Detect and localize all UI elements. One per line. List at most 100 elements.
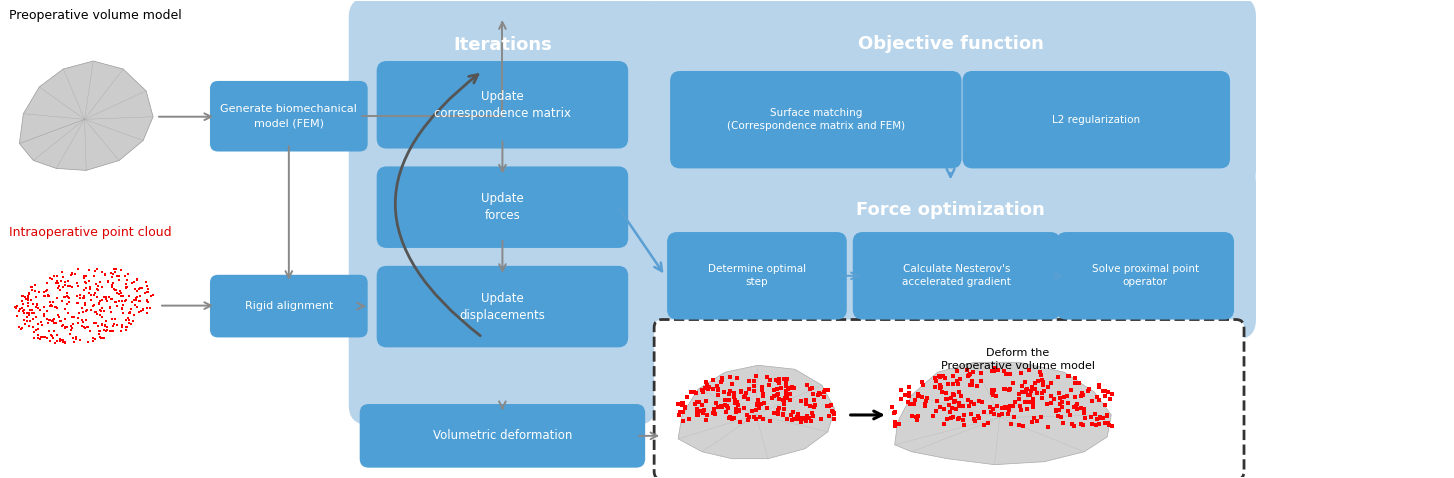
FancyBboxPatch shape	[349, 0, 656, 425]
FancyBboxPatch shape	[359, 404, 646, 467]
Point	[57, 298, 80, 306]
Point	[51, 273, 74, 281]
Text: Solve proximal point
operator: Solve proximal point operator	[1092, 264, 1198, 287]
Point	[49, 297, 73, 304]
Point	[22, 309, 45, 317]
Point	[105, 286, 128, 294]
Point	[96, 277, 119, 284]
Point	[96, 297, 119, 304]
Point	[95, 327, 118, 335]
Point	[135, 296, 158, 304]
Point	[122, 311, 145, 319]
Point	[79, 283, 102, 291]
Point	[20, 306, 44, 314]
Text: Update
displacements: Update displacements	[459, 292, 545, 322]
Point	[70, 322, 93, 330]
Point	[111, 321, 134, 328]
Point	[79, 285, 102, 293]
Point	[22, 334, 45, 342]
Point	[54, 315, 77, 322]
Point	[25, 293, 48, 301]
Point	[113, 316, 137, 324]
FancyBboxPatch shape	[963, 71, 1230, 168]
Point	[63, 313, 86, 321]
Point	[36, 293, 60, 300]
Point	[54, 324, 77, 332]
Point	[32, 313, 55, 320]
Point	[116, 319, 140, 327]
Point	[125, 293, 148, 301]
Point	[115, 326, 138, 334]
Point	[89, 334, 112, 342]
Text: Update
forces: Update forces	[481, 192, 523, 222]
Point	[118, 309, 141, 316]
Point	[20, 286, 44, 293]
Point	[112, 292, 135, 300]
Point	[129, 307, 153, 315]
Point	[112, 309, 135, 317]
Point	[16, 309, 39, 317]
FancyBboxPatch shape	[667, 232, 846, 319]
Point	[71, 316, 95, 324]
Text: Volumetric deformation: Volumetric deformation	[433, 429, 571, 442]
Point	[73, 274, 96, 282]
Point	[25, 313, 48, 321]
Point	[116, 315, 140, 322]
Point	[89, 312, 112, 319]
Point	[20, 283, 44, 291]
Point	[131, 306, 154, 314]
Point	[96, 324, 119, 331]
Point	[73, 302, 96, 309]
Point	[44, 279, 67, 286]
Point	[3, 303, 26, 310]
Point	[83, 301, 106, 309]
Point	[125, 276, 148, 283]
Point	[35, 286, 58, 293]
Point	[100, 282, 124, 289]
Point	[74, 316, 97, 324]
Point	[29, 306, 52, 314]
Point	[61, 283, 84, 291]
Point	[10, 297, 33, 305]
Point	[76, 338, 99, 346]
Point	[23, 281, 47, 289]
Point	[111, 304, 134, 312]
Point	[45, 304, 68, 311]
Point	[41, 299, 64, 306]
Point	[42, 320, 65, 327]
Point	[99, 327, 122, 335]
Point	[42, 272, 65, 280]
Point	[126, 275, 150, 283]
Point	[57, 294, 80, 302]
Point	[71, 294, 95, 302]
Point	[60, 283, 83, 291]
Point	[48, 335, 71, 343]
Point	[36, 291, 60, 298]
Point	[86, 282, 109, 290]
Point	[45, 272, 68, 280]
Point	[129, 284, 153, 292]
Point	[41, 334, 64, 341]
Point	[83, 292, 106, 299]
Point	[90, 321, 113, 329]
Polygon shape	[19, 61, 153, 170]
Point	[63, 320, 86, 328]
Point	[33, 292, 57, 300]
Point	[103, 315, 126, 323]
Point	[10, 324, 33, 332]
Point	[20, 296, 44, 304]
Point	[90, 307, 113, 315]
Point	[81, 319, 105, 326]
Point	[135, 304, 158, 311]
Point	[63, 338, 86, 346]
Text: Objective function: Objective function	[858, 35, 1044, 53]
Point	[90, 314, 113, 321]
Point	[4, 312, 28, 320]
Point	[79, 327, 102, 335]
Point	[42, 315, 65, 323]
Point	[52, 293, 76, 301]
Point	[13, 320, 36, 327]
Point	[73, 299, 96, 306]
Point	[111, 323, 134, 331]
Point	[26, 325, 49, 333]
